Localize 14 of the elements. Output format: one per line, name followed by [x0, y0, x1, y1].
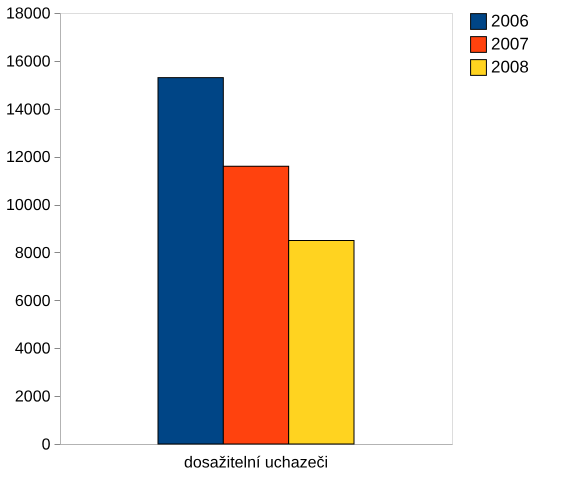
- y-tick-label: 8000: [14, 244, 51, 262]
- y-tick-label: 10000: [6, 197, 51, 214]
- y-tick-label: 16000: [6, 53, 51, 70]
- y-tick-label: 2000: [14, 388, 51, 406]
- x-tick-label: dosažitelní uchazeči: [184, 454, 328, 472]
- y-tick-label: 12000: [6, 149, 51, 166]
- y-tick-label: 0: [42, 436, 51, 454]
- legend-label: 2008: [491, 58, 529, 76]
- legend-label: 2007: [491, 34, 529, 54]
- legend-label: 2006: [491, 12, 529, 30]
- y-tick-label: 4000: [14, 340, 51, 358]
- y-tick-label: 6000: [14, 292, 51, 310]
- y-tick-label: 18000: [6, 6, 51, 22]
- y-tick-label: 14000: [6, 101, 51, 118]
